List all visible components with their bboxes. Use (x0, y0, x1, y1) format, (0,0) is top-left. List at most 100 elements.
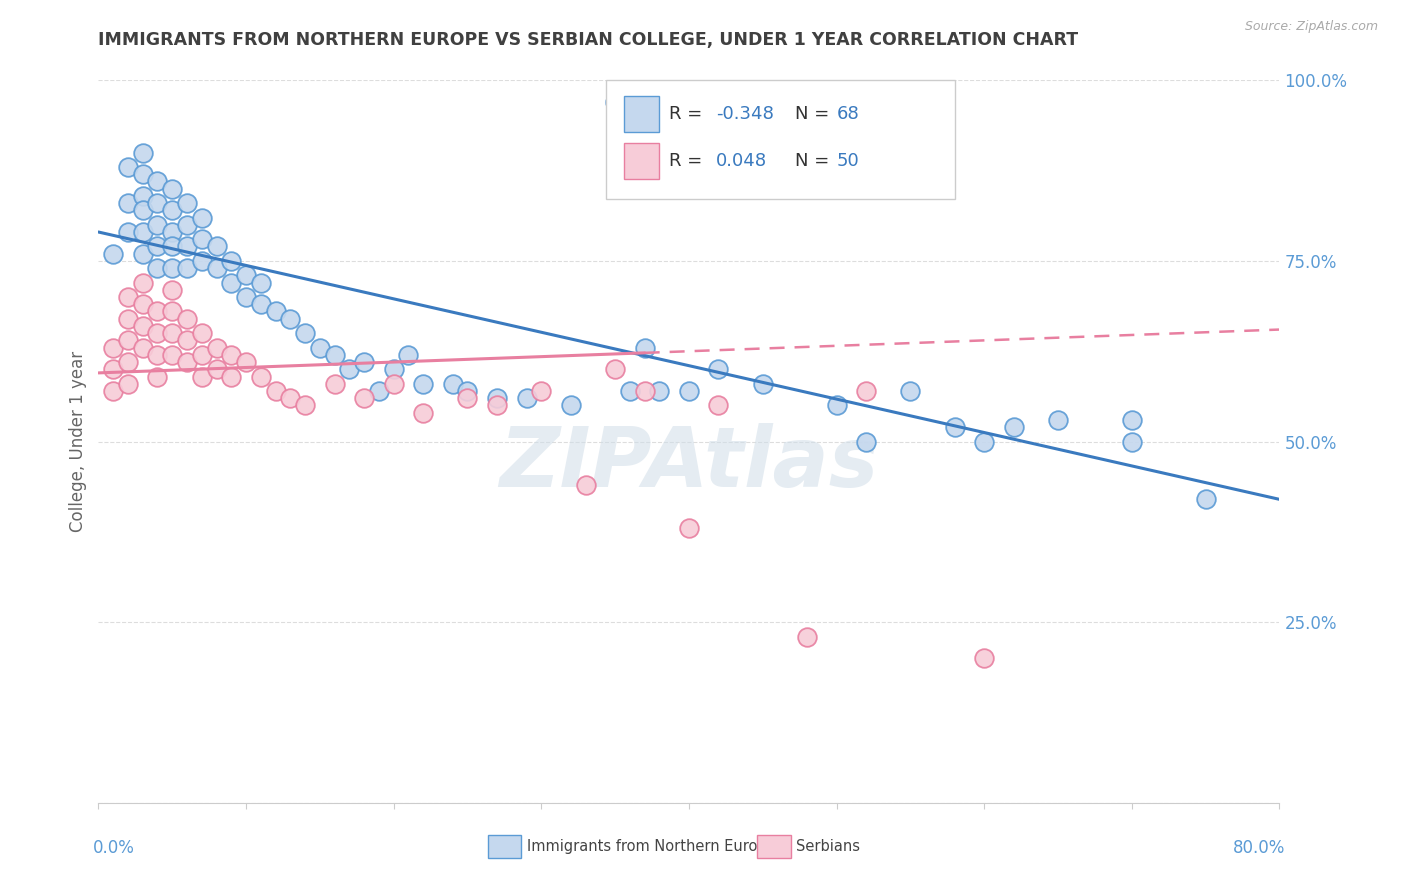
Point (678, 521, 700, 535)
Point (176, 334, 198, 348)
Point (176, 311, 198, 326)
Point (176, 239, 198, 253)
Point (103, 341, 125, 355)
Point (146, 218, 169, 232)
Point (221, 369, 243, 384)
Point (162, 203, 183, 218)
Point (560, 398, 582, 412)
Point (323, 348, 346, 362)
Point (132, 276, 155, 290)
Point (1002, 420, 1025, 434)
Text: Immigrants from Northern Europe: Immigrants from Northern Europe (527, 838, 776, 854)
Point (1121, 413, 1143, 427)
Point (117, 225, 139, 239)
Point (280, 311, 302, 326)
Point (619, 384, 641, 398)
Text: 80.0%: 80.0% (1233, 838, 1285, 857)
Text: ZIPAtlas: ZIPAtlas (499, 423, 879, 504)
Point (162, 283, 183, 297)
Text: 50: 50 (837, 153, 859, 170)
Point (132, 318, 155, 333)
Point (353, 355, 375, 369)
Point (412, 376, 434, 391)
Point (132, 246, 155, 260)
Point (855, 434, 877, 449)
Text: Serbians: Serbians (796, 838, 860, 854)
Point (146, 348, 169, 362)
Point (973, 434, 995, 449)
Point (176, 196, 198, 211)
Point (294, 326, 316, 340)
Point (235, 290, 257, 304)
Point (382, 376, 405, 391)
Point (146, 239, 169, 253)
Point (368, 384, 391, 398)
Point (707, 362, 730, 376)
Point (132, 341, 155, 355)
Point (132, 167, 155, 181)
Text: R =: R = (669, 105, 707, 123)
FancyBboxPatch shape (624, 96, 659, 132)
Point (117, 355, 139, 369)
Point (250, 276, 273, 290)
Text: 0.0%: 0.0% (93, 838, 135, 857)
Y-axis label: College, Under 1 year: College, Under 1 year (69, 351, 87, 533)
Point (605, 362, 627, 376)
Text: R =: R = (669, 153, 707, 170)
Point (530, 384, 553, 398)
Point (162, 304, 183, 318)
Text: N =: N = (796, 105, 835, 123)
Point (162, 348, 183, 362)
Point (382, 362, 405, 376)
Point (162, 225, 183, 239)
Point (575, 478, 598, 492)
Point (162, 261, 183, 276)
Point (264, 384, 287, 398)
Point (339, 362, 361, 376)
Point (707, 398, 730, 412)
Point (191, 232, 214, 246)
Point (146, 326, 169, 340)
Text: IMMIGRANTS FROM NORTHERN EUROPE VS SERBIAN COLLEGE, UNDER 1 YEAR CORRELATION CHA: IMMIGRANTS FROM NORTHERN EUROPE VS SERBI… (98, 31, 1078, 49)
Point (353, 391, 375, 405)
Point (1121, 434, 1143, 449)
Point (146, 369, 169, 384)
Point (146, 304, 169, 318)
Point (1046, 413, 1070, 427)
Point (117, 376, 139, 391)
Point (235, 355, 257, 369)
Point (973, 651, 995, 665)
Point (117, 196, 139, 211)
Point (457, 384, 479, 398)
Point (294, 398, 316, 412)
Point (457, 391, 479, 405)
Point (132, 189, 155, 203)
Point (191, 348, 214, 362)
Point (191, 211, 214, 225)
Point (412, 406, 434, 420)
FancyBboxPatch shape (488, 835, 522, 858)
Point (1195, 492, 1218, 507)
Point (176, 218, 198, 232)
Point (634, 384, 657, 398)
Point (309, 341, 332, 355)
Point (146, 196, 169, 211)
Point (441, 376, 464, 391)
Point (191, 326, 214, 340)
Point (855, 384, 877, 398)
Point (323, 376, 346, 391)
Point (825, 398, 848, 412)
Text: Source: ZipAtlas.com: Source: ZipAtlas.com (1244, 20, 1378, 33)
Point (117, 160, 139, 174)
Point (191, 369, 214, 384)
Point (176, 355, 198, 369)
Point (162, 182, 183, 196)
Point (264, 304, 287, 318)
Point (117, 311, 139, 326)
Point (132, 225, 155, 239)
Text: -0.348: -0.348 (716, 105, 773, 123)
Point (103, 246, 125, 260)
Point (250, 369, 273, 384)
Point (176, 261, 198, 276)
Point (900, 384, 922, 398)
